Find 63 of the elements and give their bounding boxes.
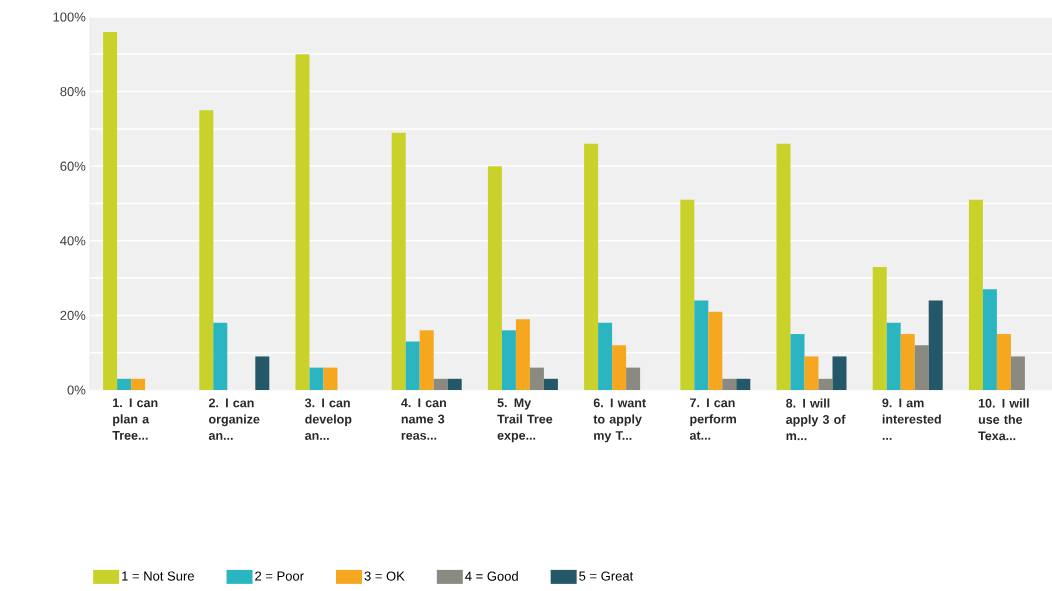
y-tick-label: 0% [67,385,86,395]
bar [694,300,709,390]
bar [832,356,847,390]
y-tick-label: 20% [60,310,86,320]
bar [804,356,819,390]
legend-label: 4 = Good [465,571,518,581]
bar [323,367,338,390]
bar [736,378,751,390]
bar [529,367,544,390]
bar [213,322,228,390]
bar [612,345,627,390]
legend-label: 5 = Great [579,571,634,581]
x-tick-label: 1. I can plan a Tree... [112,398,158,440]
bar [914,345,929,390]
bar [708,311,723,390]
bar [872,266,887,390]
bar [199,110,214,390]
bar [447,378,462,390]
bar [433,378,448,390]
bar [818,378,833,390]
bar [543,378,558,390]
bar [501,330,516,390]
x-tick-label: 8. I will apply 3 of m... [786,398,846,441]
legend-label: 2 = Poor [255,571,304,581]
bar [405,341,420,390]
bar [680,199,695,390]
bar [117,378,132,390]
bar [295,54,310,390]
x-tick-label: 10. I will use the Texa... [978,398,1029,441]
x-tick-label: 5. My Trail Tree expe... [497,398,553,443]
bar [996,334,1011,390]
x-tick-label: 3. I can develop an... [304,398,352,440]
y-tick-label: 80% [60,86,86,97]
x-tick-label: 2. I can organize an... [208,398,260,440]
bar [626,367,641,390]
y-tick-label: 60% [60,161,86,171]
bar [900,334,915,390]
bar [255,356,270,390]
bar [598,322,613,390]
legend-label: 3 = OK [364,571,405,581]
bar [982,289,997,390]
bar [968,199,983,390]
bar [886,322,901,390]
bar [487,166,502,390]
bar [1010,356,1025,390]
x-tick-label: 7. I can perform at... [689,398,736,440]
bar [103,31,118,390]
bar [419,330,434,390]
bar [790,334,805,390]
x-tick-label: 9. I am interested ... [882,398,941,440]
x-tick-label: 6. I want to apply my T... [593,398,646,443]
bar [584,143,599,390]
bar [776,143,791,390]
legend-label: 1 = Not Sure [122,571,194,581]
bar [131,378,146,390]
bar [515,319,530,390]
x-tick-label: 4. I can name 3 reas... [401,398,446,440]
bar [928,300,943,390]
bar [391,132,406,390]
bar [309,367,324,390]
y-tick-label: 40% [60,236,86,246]
bar [722,378,737,390]
y-tick-label: 100% [53,12,86,22]
